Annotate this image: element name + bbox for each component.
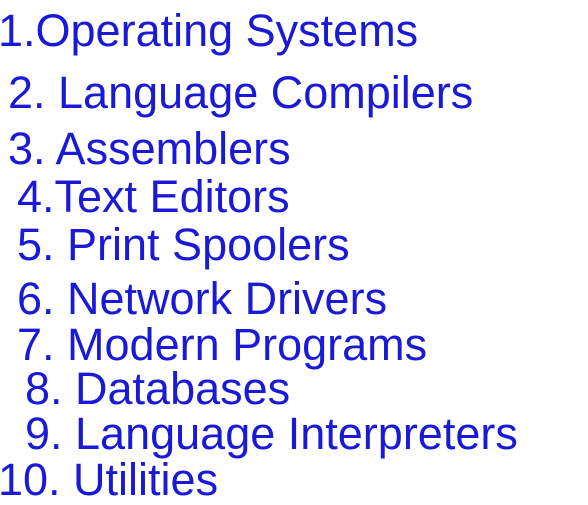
list-item: 3. Assemblers bbox=[8, 123, 291, 174]
list-item: 8. Databases bbox=[25, 363, 291, 414]
list-item: 2. Language Compilers bbox=[8, 67, 474, 118]
list-item: 9. Language Interpreters bbox=[25, 408, 518, 459]
list-item: 7. Modern Programs bbox=[17, 319, 428, 370]
list-item: 5. Print Spoolers bbox=[17, 219, 350, 270]
list-item: 6. Network Drivers bbox=[17, 273, 388, 324]
list-item: 4.Text Editors bbox=[17, 171, 290, 222]
list-item: 1.Operating Systems bbox=[0, 5, 419, 56]
list-item: 10. Utilities bbox=[0, 454, 219, 505]
